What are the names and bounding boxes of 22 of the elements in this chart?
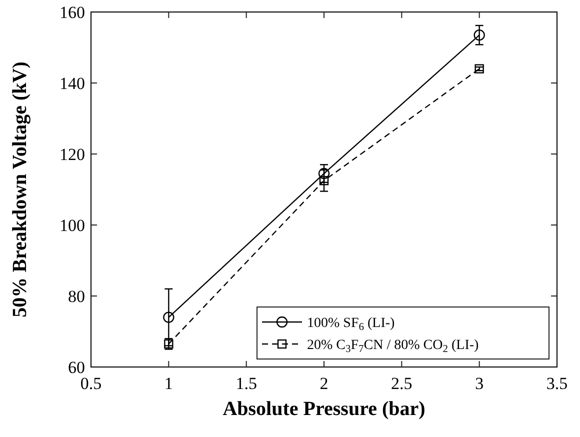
legend-label: 20% C$_{3}$F$_{7}$CN / 80% CO$_{2}$ (LI-) — [307, 338, 480, 356]
point — [318, 168, 330, 180]
y-tick-label: 80 — [68, 287, 85, 306]
point — [163, 312, 174, 323]
x-tick-label: 1 — [164, 374, 173, 393]
x-tick-label: 3.5 — [546, 374, 568, 393]
point — [319, 176, 329, 186]
y-axis-title: 50% Breakdown Voltage (kV) — [9, 62, 31, 318]
x-tick-label: 2.5 — [391, 374, 412, 393]
legend-label: 100% SF$_{6}$ (LI-) — [307, 316, 396, 334]
y-tick-label: 60 — [68, 358, 85, 377]
y-tick-label: 160 — [60, 3, 85, 22]
point — [474, 64, 484, 74]
x-tick-label: 0.5 — [80, 374, 102, 393]
y-tick-label: 100 — [60, 216, 85, 235]
x-tick-label: 1.5 — [236, 374, 257, 393]
y-tick-label: 140 — [60, 74, 85, 93]
x-axis-title: Absolute Pressure (bar) — [222, 398, 426, 420]
x-tick-label: 2 — [320, 374, 328, 393]
y-tick-label: 120 — [60, 145, 85, 164]
point — [474, 29, 485, 41]
x-tick-label: 3 — [475, 374, 484, 393]
